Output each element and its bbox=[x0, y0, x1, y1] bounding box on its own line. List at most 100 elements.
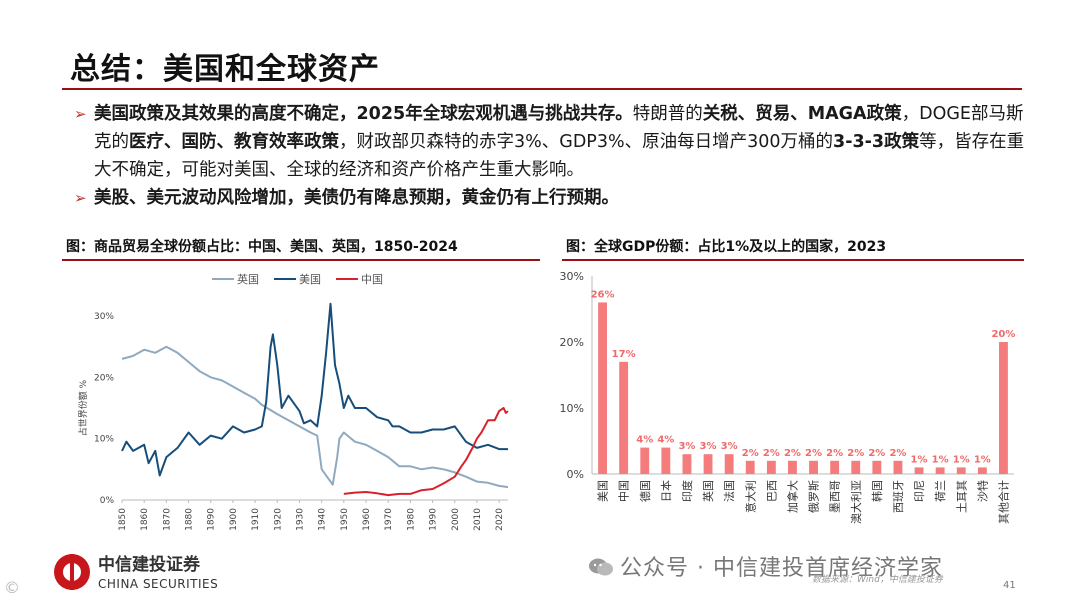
y-tick-label: 0% bbox=[100, 496, 115, 506]
bar-墨西哥 bbox=[830, 460, 840, 474]
bar-value-label: 1% bbox=[974, 454, 991, 465]
x-tick-label: 1880 bbox=[185, 508, 195, 531]
page-title: 总结：美国和全球资产 bbox=[70, 52, 380, 87]
x-tick-label: 法国 bbox=[722, 480, 736, 502]
x-tick-label: 西班牙 bbox=[892, 480, 905, 513]
bar-value-label: 17% bbox=[612, 349, 636, 360]
wechat-account: 公众号 · 中信建投首席经济学家 bbox=[588, 550, 943, 582]
bar-value-label: 2% bbox=[868, 448, 885, 459]
bar-value-label: 2% bbox=[742, 448, 759, 459]
bullet-seg: 3-3-3政策 bbox=[833, 132, 920, 152]
x-tick-label: 1950 bbox=[340, 508, 350, 531]
y-tick-label: 20% bbox=[560, 336, 584, 349]
series-line-中国 bbox=[343, 407, 509, 497]
bar-巴西 bbox=[766, 460, 776, 474]
y-tick-label: 0% bbox=[567, 468, 584, 481]
right-figure-title: 图：全球GDP份额：占比1%及以上的国家，2023 bbox=[566, 239, 887, 255]
x-tick-label: 澳大利亚 bbox=[849, 480, 863, 524]
x-tick-label: 1960 bbox=[362, 508, 372, 531]
x-tick-label: 1910 bbox=[251, 508, 261, 531]
bar-土耳其 bbox=[956, 467, 966, 474]
logo-cn: 中信建投证券 bbox=[98, 554, 201, 575]
bar-英国 bbox=[703, 454, 713, 474]
x-tick-label: 1940 bbox=[318, 508, 328, 531]
bullet-seg: 关税、贸易、MAGA政策 bbox=[702, 104, 902, 124]
bar-法国 bbox=[724, 454, 734, 474]
x-tick-label: 1970 bbox=[384, 508, 394, 531]
bar-value-label: 3% bbox=[678, 441, 695, 452]
x-tick-label: 墨西哥 bbox=[829, 480, 842, 513]
bullet-text: 美国政策及其效果的高度不确定，2025年全球宏观机遇与挑战共存。特朗普的关税、贸… bbox=[94, 104, 1024, 180]
bar-value-label: 3% bbox=[721, 441, 738, 452]
x-tick-label: 土耳其 bbox=[955, 480, 968, 513]
bar-澳大利亚 bbox=[851, 460, 861, 474]
source-note: 数据来源：Wind，中信建投证券 bbox=[812, 575, 943, 585]
bar-value-label: 2% bbox=[784, 448, 801, 459]
x-tick-label: 1980 bbox=[406, 508, 416, 531]
bullet-policy: ➢ 美国政策及其效果的高度不确定，2025年全球宏观机遇与挑战共存。特朗普的关税… bbox=[74, 100, 1034, 184]
bar-value-label: 2% bbox=[826, 448, 843, 459]
x-tick-label: 1850 bbox=[118, 508, 128, 531]
x-tick-label: 德国 bbox=[638, 480, 652, 502]
bar-value-label: 1% bbox=[953, 454, 970, 465]
bar-荷兰 bbox=[935, 467, 945, 474]
bar-加拿大 bbox=[788, 460, 797, 474]
wechat-icon bbox=[588, 557, 614, 577]
x-tick-label: 2020 bbox=[495, 508, 505, 531]
bar-中国 bbox=[619, 361, 629, 474]
series-line-英国 bbox=[121, 345, 509, 489]
x-tick-label: 荷兰 bbox=[934, 480, 947, 502]
y-axis-label: 占世界份额 % bbox=[77, 379, 89, 436]
legend-label: 美国 bbox=[299, 273, 321, 286]
series-line-美国 bbox=[121, 302, 508, 477]
bar-印尼 bbox=[914, 467, 924, 474]
x-tick-label: 1860 bbox=[140, 508, 150, 531]
x-tick-label: 意大利 bbox=[743, 480, 757, 513]
x-tick-label: 1990 bbox=[429, 508, 439, 531]
bullet-assets: ➢ 美股、美元波动风险增加，美债仍有降息预期，黄金仍有上行预期。 bbox=[74, 184, 1034, 212]
bar-value-label: 2% bbox=[847, 448, 864, 459]
bullet-seg: ，财政部贝森特的赤字3%、GDP3%、原油每日增产300万桶的 bbox=[339, 132, 834, 152]
bar-其他合计 bbox=[999, 342, 1008, 474]
bar-value-label: 2% bbox=[763, 448, 780, 459]
x-tick-label: 1900 bbox=[229, 508, 239, 531]
arrow-icon: ➢ bbox=[74, 105, 87, 123]
x-tick-label: 美国 bbox=[597, 480, 610, 502]
y-tick-label: 30% bbox=[560, 270, 584, 283]
bar-印度 bbox=[682, 454, 692, 474]
x-tick-label: 1870 bbox=[162, 508, 172, 531]
bar-value-label: 2% bbox=[889, 448, 906, 459]
x-tick-label: 1930 bbox=[295, 508, 305, 531]
arrow-icon: ➢ bbox=[74, 189, 87, 207]
bar-德国 bbox=[640, 447, 650, 474]
bar-韩国 bbox=[872, 460, 882, 474]
x-tick-label: 韩国 bbox=[870, 480, 884, 502]
y-tick-label: 20% bbox=[94, 373, 114, 383]
bar-西班牙 bbox=[893, 460, 903, 474]
x-tick-label: 印尼 bbox=[913, 480, 926, 502]
x-tick-label: 日本 bbox=[659, 480, 673, 502]
bar-俄罗斯 bbox=[809, 460, 818, 474]
y-tick-label: 10% bbox=[94, 435, 114, 445]
legend-label: 英国 bbox=[237, 272, 259, 286]
bar-value-label: 3% bbox=[700, 441, 717, 452]
bullet-seg: 特朗普的 bbox=[632, 104, 703, 124]
bullet-seg: 美国政策及其效果的高度不确定，2025年全球宏观机遇与挑战共存。 bbox=[94, 104, 633, 124]
bar-value-label: 1% bbox=[932, 454, 949, 465]
bar-沙特 bbox=[977, 467, 987, 474]
wechat-text: 公众号 · 中信建投首席经济学家 bbox=[620, 556, 943, 581]
bar-意大利 bbox=[745, 460, 755, 474]
x-tick-label: 加拿大 bbox=[785, 480, 799, 513]
summary-bullets: ➢ 美国政策及其效果的高度不确定，2025年全球宏观机遇与挑战共存。特朗普的关税… bbox=[74, 100, 1034, 212]
copyright-mark: © bbox=[4, 578, 20, 597]
bar-value-label: 4% bbox=[657, 435, 674, 446]
x-tick-label: 1920 bbox=[273, 508, 283, 531]
trade-share-line-chart: 英国 美国 中国 0% 10% 20% 30% 占世界份额 % 1850 1860 1870 1880… bbox=[77, 272, 509, 531]
x-tick-label: 印度 bbox=[680, 480, 694, 502]
logo-en: CHINA SECURITIES bbox=[98, 577, 218, 591]
bar-value-label: 26% bbox=[591, 289, 615, 300]
bar-value-label: 4% bbox=[636, 435, 653, 446]
china-securities-logo: 中信建投证券 CHINA SECURITIES bbox=[50, 548, 250, 598]
x-tick-label: 英国 bbox=[701, 480, 715, 502]
bullet-seg: 等，皆存在重大不确定，可能对美国、全球的经济和资产价格产生重大影响。 bbox=[94, 132, 1025, 180]
